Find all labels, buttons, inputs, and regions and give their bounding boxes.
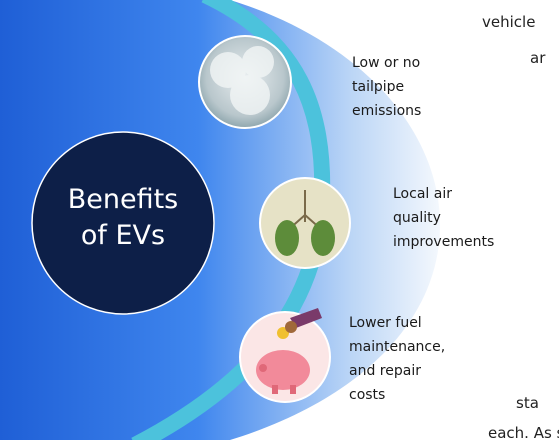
piggy-bank-image: [239, 308, 331, 403]
label-line: improvements: [393, 234, 494, 250]
label-line: costs: [349, 387, 385, 403]
label-line: Local air: [393, 186, 452, 202]
label-line: and repair: [349, 363, 421, 379]
background-text: vehicle: [482, 13, 535, 31]
clouds-image: [198, 35, 292, 129]
item-label: Low or no tailpipe emissions: [352, 55, 421, 119]
background-text: ar: [530, 49, 546, 67]
background-shape: [0, 0, 440, 440]
label-line: Low or no: [352, 55, 420, 71]
background-text: each. As s: [488, 424, 559, 440]
title: of EVs: [81, 220, 165, 251]
title: Benefits: [68, 184, 179, 215]
label-line: emissions: [352, 103, 421, 119]
label-line: quality: [393, 210, 441, 226]
title-circle: [31, 131, 215, 315]
background-text: sta: [516, 394, 539, 412]
lungs-image: [259, 177, 351, 269]
label-line: tailpipe: [352, 79, 404, 95]
item-label: Lower fuel maintenance, and repair costs: [349, 315, 445, 403]
item-label: Local air quality improvements: [393, 186, 494, 250]
label-line: Lower fuel: [349, 315, 422, 331]
label-line: maintenance,: [349, 339, 445, 355]
